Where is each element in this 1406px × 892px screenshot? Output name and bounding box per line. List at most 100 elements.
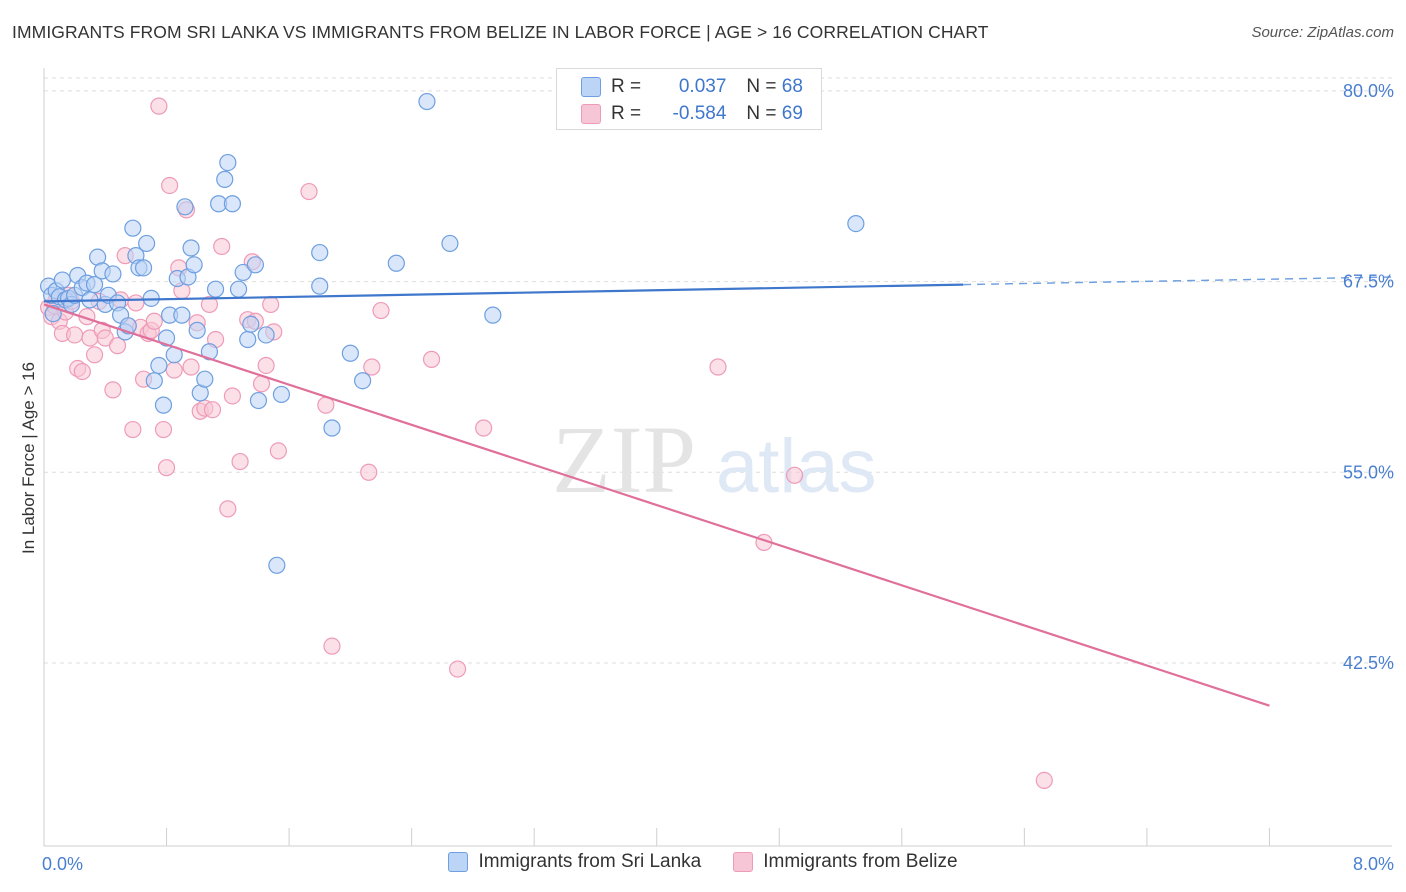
belize-point	[213, 237, 231, 256]
belize-point	[96, 329, 114, 347]
belize-point	[219, 500, 237, 518]
sri-lanka-point	[188, 321, 206, 339]
sri-lanka-trend-extension	[963, 276, 1393, 286]
sri-lanka-points	[39, 92, 865, 574]
sri-lanka-point	[341, 344, 359, 362]
sri-lanka-point	[257, 326, 275, 344]
series-legend-sri-lanka: Immigrants from Sri Lanka	[448, 851, 701, 873]
belize-point	[323, 637, 341, 655]
sri-lanka-point	[441, 234, 459, 253]
belize-point	[475, 419, 493, 437]
sri-lanka-point	[104, 265, 122, 283]
belize-point	[165, 361, 183, 379]
watermark: ZIP atlas	[552, 406, 877, 513]
sri-lanka-point	[272, 385, 291, 404]
sri-lanka-point	[249, 391, 268, 410]
belize-point	[257, 356, 275, 375]
belize-point	[182, 358, 200, 376]
belize-point	[145, 312, 163, 330]
sri-lanka-point	[145, 372, 163, 390]
belize-point	[124, 420, 142, 439]
series-label-belize: Immigrants from Belize	[763, 851, 958, 872]
x-tick-label-max: 8.0%	[1353, 854, 1394, 874]
watermark-atlas: atlas	[716, 424, 877, 509]
belize-points	[39, 97, 1053, 790]
legend-swatch-sri-lanka	[581, 77, 601, 97]
series-legend: Immigrants from Sri Lanka Immigrants fro…	[0, 851, 1406, 873]
belize-point	[104, 381, 122, 399]
belize-point	[154, 420, 173, 439]
stats-legend: R = 0.037 N = 68 R = -0.584 N = 69	[556, 68, 822, 130]
sri-lanka-point	[138, 234, 156, 253]
legend-row-sri-lanka: R = 0.037 N = 68	[581, 74, 803, 100]
chart-title: IMMIGRANTS FROM SRI LANKA VS IMMIGRANTS …	[12, 22, 989, 42]
sri-lanka-point	[134, 259, 153, 277]
y-tick-label: 42.5%	[1343, 653, 1394, 673]
sri-lanka-trend-line	[43, 283, 964, 303]
y-axis-label: In Labor Force | Age > 16	[19, 362, 38, 554]
belize-point	[300, 182, 318, 201]
belize-point	[785, 466, 804, 484]
watermark-zip: ZIP	[552, 406, 696, 513]
belize-point	[1035, 771, 1053, 790]
sri-lanka-point	[53, 271, 71, 289]
legend-n-value: 69	[781, 103, 803, 124]
legend-r-label: R =	[611, 76, 642, 97]
belize-point	[150, 97, 168, 115]
legend-n-label: N =	[746, 76, 777, 97]
belize-point	[363, 358, 381, 376]
belize-trend-line	[43, 303, 1270, 707]
sri-lanka-point	[157, 329, 176, 347]
sri-lanka-point	[311, 243, 329, 262]
belize-point	[231, 452, 249, 471]
belize-point	[269, 442, 287, 460]
sri-lanka-point	[182, 239, 200, 257]
sri-lanka-point	[246, 256, 264, 274]
chart-source: Source: ZipAtlas.com	[1251, 24, 1394, 41]
belize-point	[127, 294, 145, 312]
belize-point	[422, 350, 441, 368]
tick-labels: 80.0% 67.5% 55.0% 42.5%	[1343, 81, 1394, 673]
belize-point	[73, 362, 91, 381]
sri-lanka-point	[150, 356, 168, 375]
legend-r-label: R =	[611, 103, 642, 124]
sri-lanka-point	[323, 419, 341, 437]
sri-lanka-point	[124, 219, 142, 237]
y-tick-label: 67.5%	[1343, 272, 1394, 292]
sri-lanka-point	[185, 256, 203, 274]
sri-lanka-point	[242, 315, 260, 333]
y-tick-label: 55.0%	[1343, 462, 1394, 482]
belize-point	[372, 301, 390, 320]
sri-lanka-point	[223, 195, 242, 213]
sri-lanka-point	[206, 280, 225, 298]
belize-point	[203, 401, 222, 419]
belize-point	[360, 463, 378, 481]
belize-point	[66, 326, 84, 344]
series-label-sri-lanka: Immigrants from Sri Lanka	[478, 851, 702, 872]
sri-lanka-point	[847, 215, 865, 233]
sri-lanka-point	[154, 396, 173, 414]
belize-point	[223, 387, 242, 405]
legend-r-value: 0.037	[678, 76, 727, 97]
sri-lanka-point	[268, 556, 286, 574]
sri-lanka-point	[219, 153, 237, 172]
sri-lanka-point	[387, 254, 405, 272]
sri-lanka-point	[216, 170, 234, 188]
legend-n-value: 68	[781, 76, 803, 97]
x-tick-label-min: 0.0%	[42, 854, 83, 874]
series-legend-belize: Immigrants from Belize	[733, 851, 958, 873]
trend-lines	[43, 276, 1393, 707]
belize-point	[448, 660, 467, 678]
sri-lanka-point	[484, 306, 502, 324]
series-swatch-belize	[733, 852, 754, 872]
axes	[43, 68, 1392, 847]
sri-lanka-point	[311, 277, 329, 295]
belize-point	[157, 459, 176, 477]
belize-point	[108, 337, 127, 355]
legend-n-label: N =	[746, 103, 777, 124]
sri-lanka-point	[239, 330, 257, 349]
sri-lanka-point	[354, 372, 372, 390]
belize-point	[85, 346, 104, 364]
series-swatch-sri-lanka	[448, 852, 469, 872]
belize-point	[709, 358, 727, 376]
